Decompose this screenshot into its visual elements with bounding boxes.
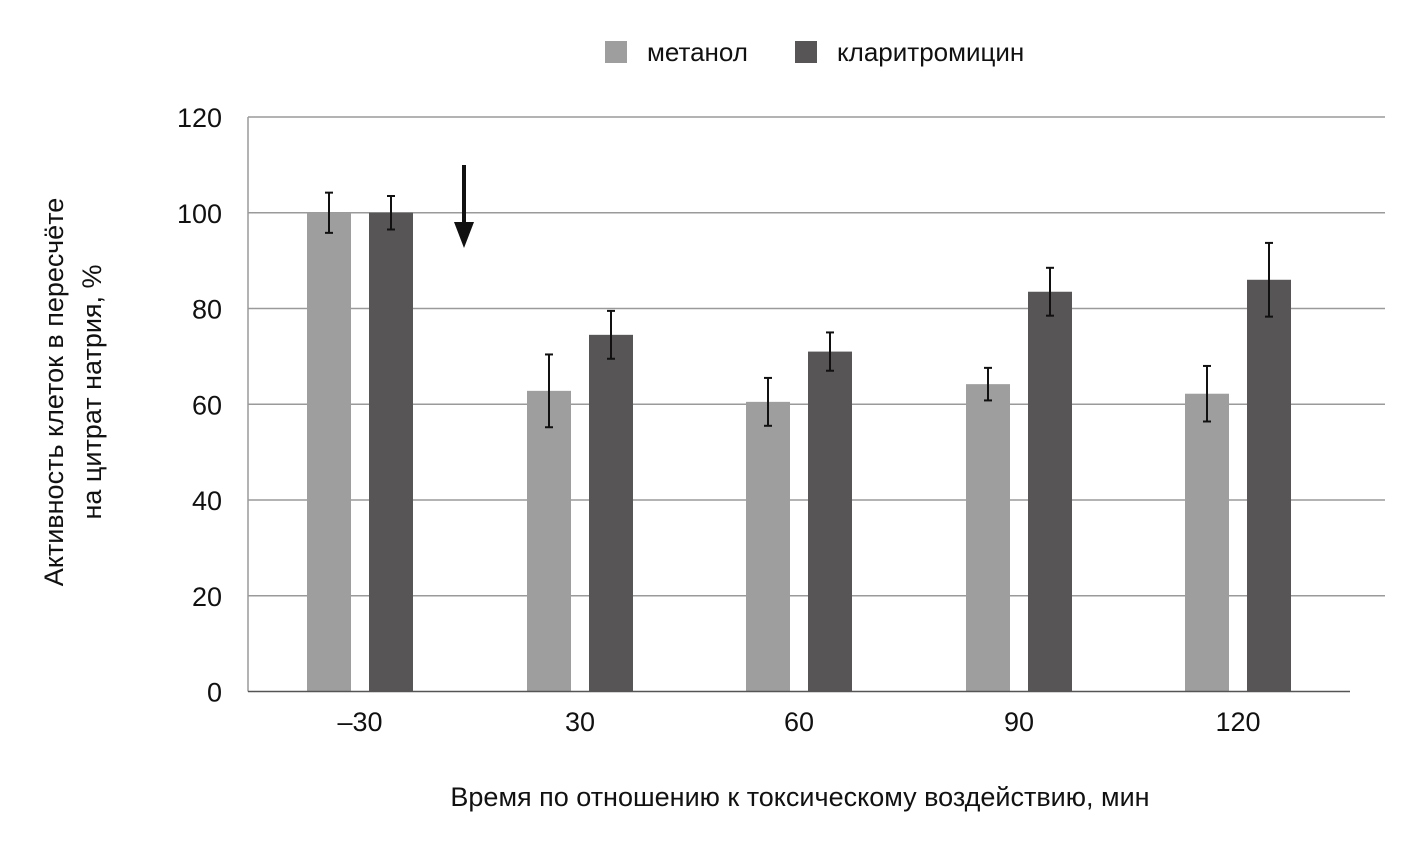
legend-label-methanol: метанол bbox=[647, 37, 748, 67]
bar-methanol bbox=[307, 212, 351, 692]
bar-methanol bbox=[527, 390, 571, 692]
x-tick-label: 90 bbox=[1004, 707, 1034, 737]
error-bar bbox=[984, 366, 992, 402]
x-tick-label: –30 bbox=[337, 707, 382, 737]
exposure-arrow bbox=[454, 165, 474, 248]
bar-clarithromycin bbox=[589, 334, 633, 692]
bar-methanol bbox=[966, 384, 1010, 692]
error-bar bbox=[826, 331, 834, 372]
bar-clarithromycin bbox=[369, 212, 413, 692]
error-bar bbox=[764, 376, 772, 427]
x-tick-labels: –30 30 60 90 120 bbox=[337, 707, 1260, 737]
bars bbox=[307, 212, 1291, 692]
y-tick-label: 80 bbox=[192, 295, 222, 325]
y-tick-label: 40 bbox=[192, 486, 222, 516]
x-tick-label: 60 bbox=[784, 707, 814, 737]
y-axis-title-line-2: на цитрат натрия, % bbox=[77, 264, 107, 519]
legend-swatch-clarithromycin bbox=[795, 41, 817, 63]
error-bars bbox=[325, 191, 1273, 429]
y-axis-title-line-1: Активность клеток в пересчёте bbox=[39, 198, 69, 587]
y-tick-label: 100 bbox=[177, 199, 222, 229]
y-tick-label: 120 bbox=[177, 103, 222, 133]
y-tick-label: 0 bbox=[207, 678, 222, 708]
legend-swatch-methanol bbox=[605, 41, 627, 63]
bar-clarithromycin bbox=[1028, 291, 1072, 692]
y-tick-label: 20 bbox=[192, 582, 222, 612]
x-axis-title: Время по отношению к токсическому воздей… bbox=[450, 782, 1149, 812]
error-bar bbox=[545, 353, 553, 429]
arrow-head-icon bbox=[454, 222, 474, 248]
bar-clarithromycin bbox=[808, 351, 852, 692]
x-tick-label: 30 bbox=[565, 707, 595, 737]
error-bar bbox=[1046, 266, 1054, 317]
x-tick-label: 120 bbox=[1215, 707, 1260, 737]
error-bar bbox=[325, 191, 333, 234]
error-bar bbox=[1203, 364, 1211, 423]
bar-methanol bbox=[746, 401, 790, 692]
error-bar bbox=[1265, 241, 1273, 318]
error-bar bbox=[607, 309, 615, 360]
legend: метанол кларитромицин bbox=[605, 37, 1024, 67]
y-tick-label: 60 bbox=[192, 390, 222, 420]
legend-label-clarithromycin: кларитромицин bbox=[837, 37, 1024, 67]
bar-clarithromycin bbox=[1247, 279, 1291, 692]
y-tick-labels: 0 20 40 60 80 100 120 bbox=[177, 103, 222, 708]
bar-methanol bbox=[1185, 393, 1229, 692]
error-bar bbox=[387, 194, 395, 231]
